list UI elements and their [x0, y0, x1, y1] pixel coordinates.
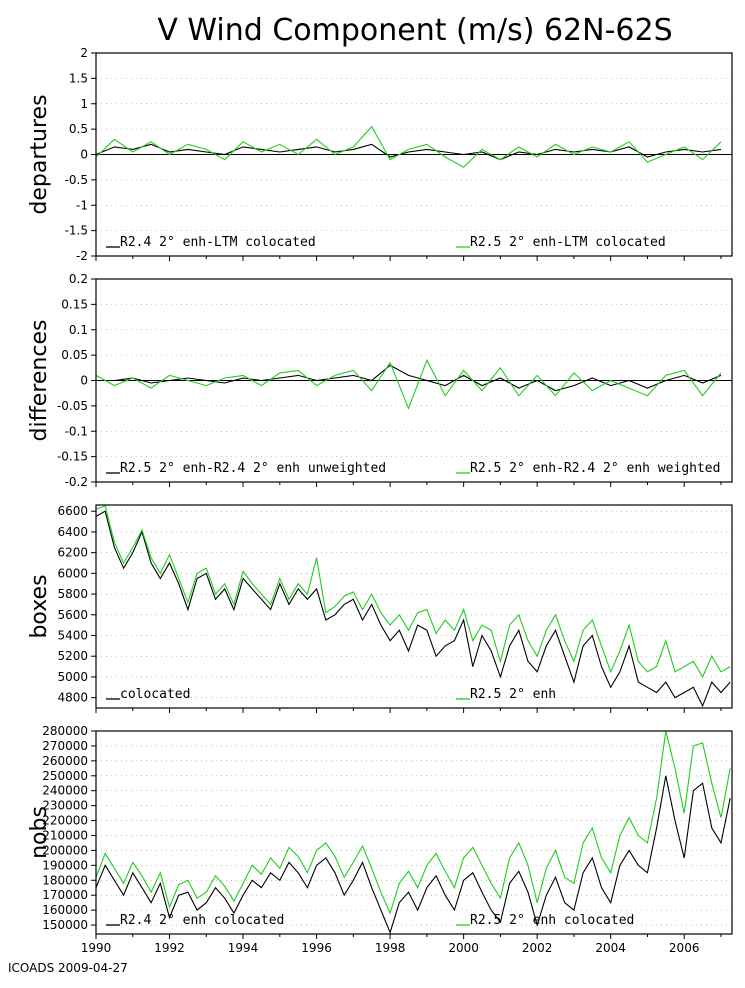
plot-frame: [95, 504, 733, 709]
x-tick-label: 2004: [595, 941, 626, 955]
plot-frame: [95, 278, 733, 483]
legend-label: R2.5 2° enh-R2.4 2° enh unweighted: [120, 461, 386, 476]
series-line-black: [95, 510, 731, 708]
legend-label: R2.5 2° enh colocated: [470, 913, 634, 928]
y-tick-label: 190000: [42, 858, 88, 872]
y-tick-label: 230000: [42, 799, 88, 813]
y-tick-label: -0.2: [65, 475, 88, 489]
panel-boxes: 6600 6400 6200 6000 5800 5600 5400 5200 5000 4800…: [27, 504, 733, 713]
y-tick-label: -1.5: [65, 224, 88, 238]
y-tick-label: 6600: [57, 504, 88, 518]
x-tick-label: 2006: [669, 941, 700, 955]
y-tick-label: 0: [80, 374, 88, 388]
legend-label: R2.5 2° enh: [470, 687, 556, 702]
footer-text: ICOADS 2009-04-27: [8, 961, 128, 975]
x-tick-label: 1992: [154, 941, 185, 955]
y-tick-label: 280000: [42, 724, 88, 738]
x-tick-label: 2000: [448, 941, 479, 955]
x-tick-label: 2002: [522, 941, 553, 955]
panel-differences: 0.2 0.15 0.1 0.05 0 -0.05 -0.1 -0.15 -0.2 R2.5 2°…: [27, 272, 733, 489]
legend-label: R2.5 2° enh-LTM colocated: [470, 235, 666, 250]
x-tick-label: 1990: [81, 941, 112, 955]
series-line-black: [96, 364, 722, 392]
y-tick-label: 220000: [42, 814, 88, 828]
y-tick-label: 0.1: [69, 323, 88, 337]
y-axis-label: boxes: [27, 574, 52, 638]
y-tick-label: 200000: [42, 843, 88, 857]
panel-departures: 2 1.5 1 0.5 0 -0.5 -1 -1.5 -2 R2.4 2° enh-LTM col…: [27, 46, 733, 263]
y-tick-label: 260000: [42, 754, 88, 768]
y-tick-label: -1: [76, 198, 88, 212]
y-tick-label: 6200: [57, 546, 88, 560]
y-tick-label: 5400: [57, 629, 88, 643]
y-tick-label: 150000: [42, 918, 88, 932]
chart-title: V Wind Component (m/s) 62N-62S: [157, 13, 672, 48]
series-line-green: [95, 125, 722, 168]
y-tick-label: 170000: [42, 888, 88, 902]
x-tick-label: 1998: [375, 941, 406, 955]
series-line-black: [95, 143, 722, 161]
y-tick-label: -0.1: [65, 424, 88, 438]
y-tick-label: 2: [80, 46, 88, 60]
y-tick-label: 240000: [42, 784, 88, 798]
y-tick-label: -0.15: [57, 450, 88, 464]
plot-frame: [95, 730, 733, 935]
legend-label: colocated: [120, 687, 190, 702]
y-tick-label: 0.5: [69, 122, 88, 136]
y-tick-label: 0.2: [69, 272, 88, 286]
panel-nobs: 2800002700002600002500002400002300002200…: [27, 724, 733, 955]
y-tick-label: 6400: [57, 525, 88, 539]
y-tick-label: 5600: [57, 608, 88, 622]
y-tick-label: 5200: [57, 649, 88, 663]
y-tick-label: 0.15: [61, 297, 88, 311]
y-tick-label: 270000: [42, 739, 88, 753]
y-tick-label: -0.05: [57, 399, 88, 413]
y-tick-label: -2: [76, 249, 88, 263]
y-tick-label: 0: [80, 148, 88, 162]
y-tick-label: 5800: [57, 587, 88, 601]
plot-frame: [95, 52, 733, 257]
y-tick-label: 5000: [57, 670, 88, 684]
y-axis-label: departures: [27, 94, 52, 214]
y-tick-label: 210000: [42, 828, 88, 842]
y-tick-label: 1.5: [69, 71, 88, 85]
legend-label: R2.5 2° enh-R2.4 2° enh weighted: [470, 461, 720, 476]
series-line-green: [95, 505, 731, 679]
y-tick-label: 1: [80, 97, 88, 111]
x-tick-label: 1994: [228, 941, 259, 955]
series-line-green: [95, 730, 731, 915]
y-axis-label: nobs: [27, 806, 52, 859]
y-tick-label: 6000: [57, 566, 88, 580]
y-tick-label: 160000: [42, 903, 88, 917]
y-tick-label: 250000: [42, 769, 88, 783]
y-tick-label: 0.05: [61, 348, 88, 362]
legend-label: R2.4 2° enh colocated: [120, 913, 284, 928]
series-line-black: [95, 775, 731, 935]
series-line-green: [95, 358, 722, 410]
y-axis-label: differences: [27, 320, 52, 442]
y-tick-label: 180000: [42, 873, 88, 887]
legend-label: R2.4 2° enh-LTM colocated: [120, 235, 316, 250]
y-tick-label: -0.5: [65, 173, 88, 187]
x-tick-label: 1996: [301, 941, 332, 955]
y-tick-label: 4800: [57, 691, 88, 705]
